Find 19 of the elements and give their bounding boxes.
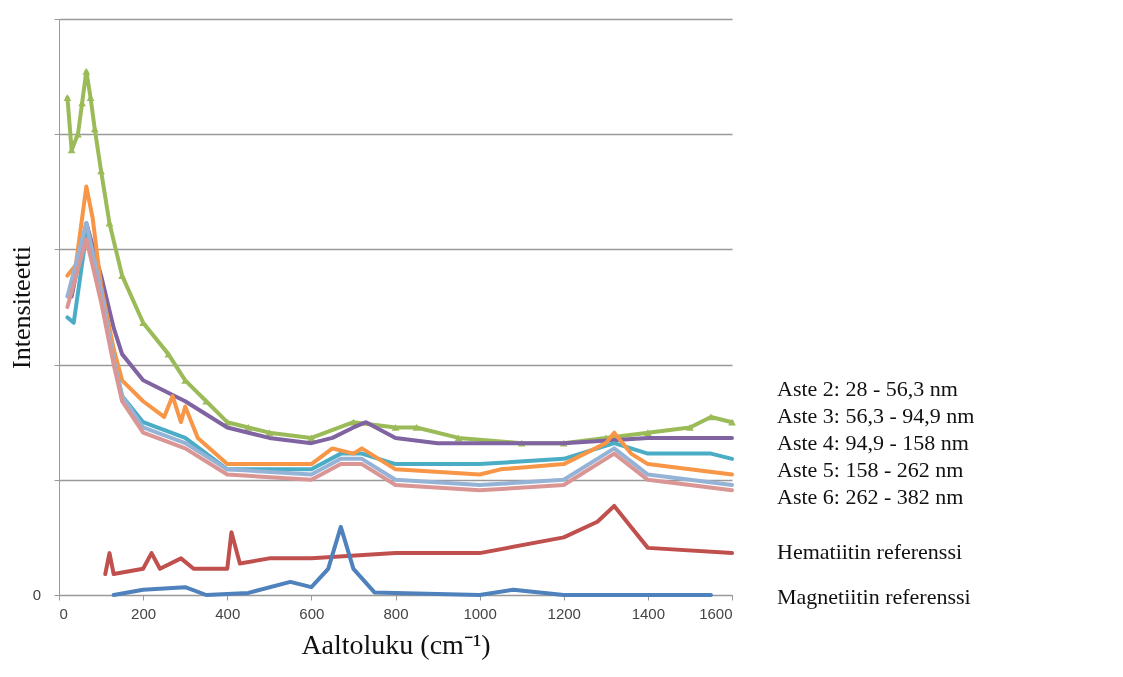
x-tick-label: 1400	[631, 604, 666, 622]
x-tick-label: 1600	[699, 604, 733, 622]
text: Aste 2: 28 - 56,3 nm	[777, 376, 958, 401]
x-axis-title: Aaltoluku (cm⁻¹)	[301, 628, 491, 660]
text: Magnetiitin referenssi	[777, 584, 971, 609]
x-tick-label: 1000	[463, 604, 497, 622]
text: Aste 3: 56,3 - 94,9 nm	[777, 403, 975, 428]
x-tick-label: 800	[383, 604, 409, 622]
x-tick-label: 1200	[547, 604, 581, 622]
text: 0	[32, 586, 41, 603]
x-tick-label: 600	[299, 604, 325, 622]
x-tick-label: 0	[59, 604, 68, 622]
text: Aste 5: 158 - 262 nm	[777, 457, 964, 482]
text: Aste 6: 262 - 382 nm	[777, 484, 964, 509]
x-tick-label: 200	[131, 604, 157, 622]
y-axis-title: Intensiteetti	[6, 246, 36, 369]
text: Aste 4: 94,9 - 158 nm	[777, 430, 969, 455]
text: Hematiitin referenssi	[777, 539, 963, 564]
x-tick-label: 400	[215, 604, 241, 622]
